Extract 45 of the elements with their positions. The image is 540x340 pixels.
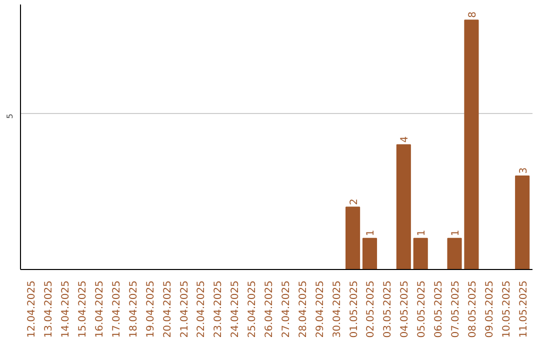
x-tick-label: 21.04.2025	[179, 280, 190, 338]
x-tick-label: 20.04.2025	[162, 280, 174, 338]
data-label: 1	[450, 230, 462, 236]
data-label: 3	[518, 167, 530, 174]
x-tick-label: 02.05.2025	[366, 280, 377, 338]
bar	[515, 175, 530, 270]
x-tick-label: 27.04.2025	[280, 280, 292, 338]
y-tick-label: 5	[6, 114, 14, 119]
x-tick-label: 26.04.2025	[264, 280, 276, 338]
x-tick-label: 09.05.2025	[484, 280, 496, 338]
x-tick-label: 08.05.2025	[467, 280, 478, 338]
x-tick-label: 22.04.2025	[196, 280, 208, 338]
data-label: 1	[416, 230, 428, 236]
x-tick-label: 23.04.2025	[213, 280, 224, 338]
x-tick-label: 25.04.2025	[247, 280, 258, 338]
x-tick-label: 06.05.2025	[434, 280, 445, 338]
x-tick-label: 30.04.2025	[332, 280, 343, 338]
bar	[346, 206, 360, 270]
x-tick-label: 11.05.2025	[518, 280, 530, 338]
x-tick-label: 12.04.2025	[26, 280, 38, 338]
bar	[447, 238, 462, 270]
x-tick-label: 19.04.2025	[145, 280, 156, 338]
x-tick-label: 14.04.2025	[60, 280, 72, 338]
x-tick-label: 16.04.2025	[94, 280, 106, 338]
data-label: 1	[366, 230, 377, 236]
data-label: 2	[348, 198, 360, 205]
x-tick-label: 03.05.2025	[382, 280, 394, 338]
bar	[464, 20, 479, 270]
x-tick-label: 13.04.2025	[44, 280, 55, 338]
bar	[362, 238, 378, 270]
x-tick-label: 29.04.2025	[314, 280, 326, 338]
data-label: 8	[467, 12, 478, 18]
data-label: 4	[400, 136, 411, 143]
x-tick-label: 18.04.2025	[128, 280, 140, 338]
x-tick-label: 04.05.2025	[400, 280, 411, 338]
x-tick-label: 15.04.2025	[78, 280, 89, 338]
x-tick-label: 01.05.2025	[348, 280, 360, 338]
x-tick-label: 10.05.2025	[501, 280, 512, 338]
x-tick-label: 05.05.2025	[416, 280, 428, 338]
x-tick-label: 28.04.2025	[298, 280, 309, 338]
x-tick-label: 17.04.2025	[111, 280, 122, 338]
bar	[396, 144, 411, 270]
x-tick-label: 07.05.2025	[450, 280, 462, 338]
x-tick-label: 24.04.2025	[230, 280, 242, 338]
bar	[413, 238, 428, 270]
